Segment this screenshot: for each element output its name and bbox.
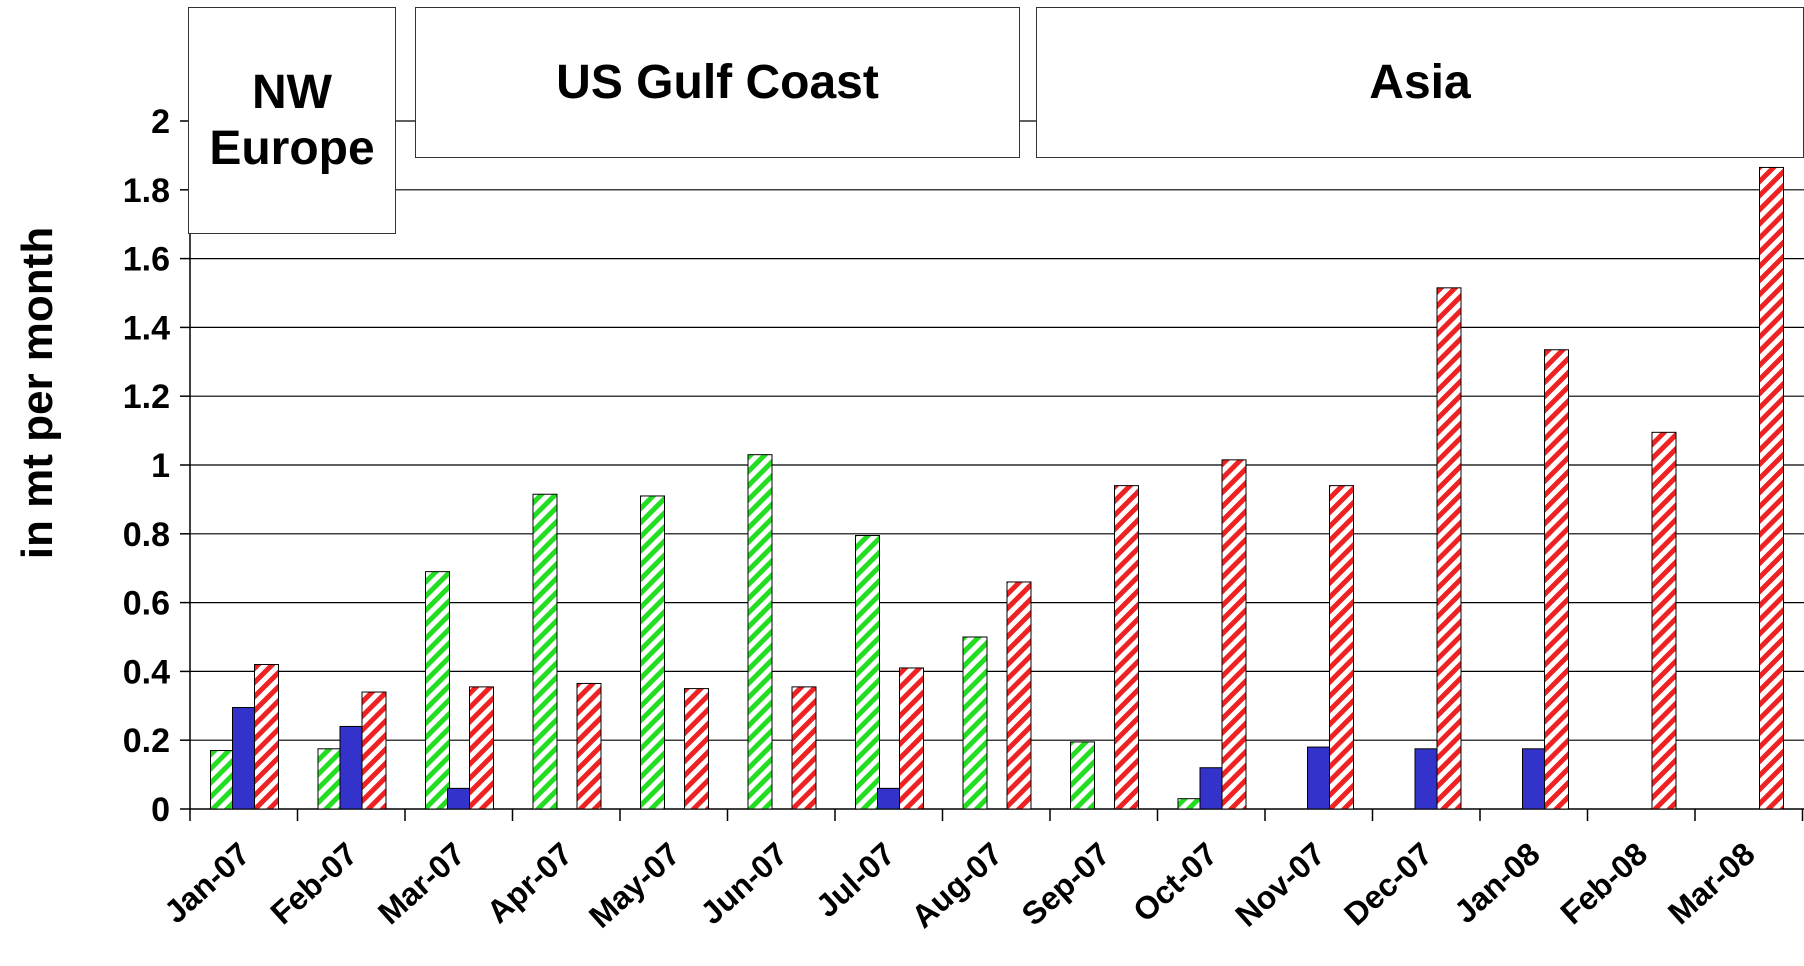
y-tick-label: 1.4 bbox=[123, 309, 170, 347]
x-tick-label: Sep-07 bbox=[1015, 835, 1117, 932]
y-tick-label: 0.8 bbox=[123, 516, 170, 554]
region-label-us-gulf-coast: US Gulf Coast bbox=[415, 7, 1020, 158]
y-tick-label: 0.6 bbox=[123, 585, 170, 623]
y-tick-label: 1 bbox=[151, 447, 170, 485]
y-tick-label: 0.4 bbox=[123, 653, 170, 691]
bar-Feb-07-series-1 bbox=[317, 748, 343, 810]
region-label-asia: Asia bbox=[1036, 7, 1804, 158]
bar-Apr-07-series-1 bbox=[532, 493, 558, 810]
bar-Jul-07-series-2 bbox=[877, 787, 902, 810]
bar-Dec-07-series-3 bbox=[1436, 287, 1462, 810]
x-tick-label: Aug-07 bbox=[904, 835, 1009, 934]
bar-Apr-07-series-3 bbox=[576, 682, 602, 810]
bar-Feb-07-series-3 bbox=[361, 691, 387, 810]
bar-May-07-series-1 bbox=[640, 495, 665, 810]
bar-Aug-07-series-1 bbox=[962, 636, 988, 810]
bar-Sep-07-series-1 bbox=[1070, 741, 1095, 810]
x-tick-label: Jun-07 bbox=[693, 835, 794, 931]
bar-Mar-07-series-2 bbox=[447, 787, 472, 810]
y-tick-label: 0.2 bbox=[123, 722, 170, 760]
y-tick-label: 1.8 bbox=[123, 172, 170, 210]
bar-Oct-07-series-1 bbox=[1177, 798, 1203, 810]
bar-Jun-07-series-1 bbox=[747, 454, 773, 810]
bar-Jan-08-series-2 bbox=[1522, 748, 1547, 810]
bar-Feb-08-series-3 bbox=[1651, 431, 1677, 810]
y-axis-title: in mt per month bbox=[13, 227, 62, 559]
x-tick-label: Feb-08 bbox=[1553, 835, 1654, 931]
bar-Jan-07-series-1 bbox=[210, 750, 235, 810]
bars bbox=[210, 166, 1784, 810]
y-tick-label: 2 bbox=[151, 103, 170, 141]
bar-Feb-07-series-2 bbox=[339, 725, 365, 810]
x-tick-label: Feb-07 bbox=[263, 835, 364, 931]
x-tick-label: Jan-08 bbox=[1447, 835, 1546, 930]
bar-Nov-07-series-3 bbox=[1329, 485, 1354, 810]
region-label-nw-europe: NW Europe bbox=[188, 7, 396, 234]
x-tick-label: Dec-07 bbox=[1337, 835, 1439, 932]
y-tick-label: 1.2 bbox=[123, 378, 170, 416]
bar-Mar-07-series-3 bbox=[469, 686, 494, 810]
x-tick-label: Mar-08 bbox=[1661, 835, 1762, 931]
x-tick-label: Jul-07 bbox=[809, 835, 902, 924]
bar-Jan-07-series-3 bbox=[254, 664, 279, 810]
bar-Oct-07-series-3 bbox=[1221, 459, 1247, 810]
x-tick-label: Jan-07 bbox=[157, 835, 256, 930]
y-tick-label: 0 bbox=[151, 791, 170, 829]
bar-Jul-07-series-1 bbox=[855, 535, 880, 810]
bar-Aug-07-series-3 bbox=[1006, 581, 1032, 810]
bar-Mar-08-series-3 bbox=[1759, 166, 1784, 810]
x-tick-label: Oct-07 bbox=[1126, 835, 1224, 928]
bar-May-07-series-3 bbox=[684, 688, 709, 810]
x-tick-label: Apr-07 bbox=[480, 835, 579, 930]
bar-Jul-07-series-3 bbox=[899, 667, 924, 810]
x-tick-label: Nov-07 bbox=[1228, 835, 1331, 933]
x-tick-label: May-07 bbox=[582, 835, 687, 934]
bar-Nov-07-series-2 bbox=[1307, 746, 1332, 810]
bar-Jun-07-series-3 bbox=[791, 686, 817, 810]
bar-Mar-07-series-1 bbox=[425, 571, 450, 810]
bar-Jan-07-series-2 bbox=[232, 707, 257, 810]
bar-Jan-08-series-3 bbox=[1544, 349, 1569, 810]
bar-Sep-07-series-3 bbox=[1114, 485, 1139, 810]
bar-Oct-07-series-2 bbox=[1199, 767, 1225, 810]
y-tick-label: 1.6 bbox=[123, 241, 170, 279]
bar-Dec-07-series-2 bbox=[1414, 748, 1440, 810]
x-tick-label: Mar-07 bbox=[371, 835, 472, 931]
